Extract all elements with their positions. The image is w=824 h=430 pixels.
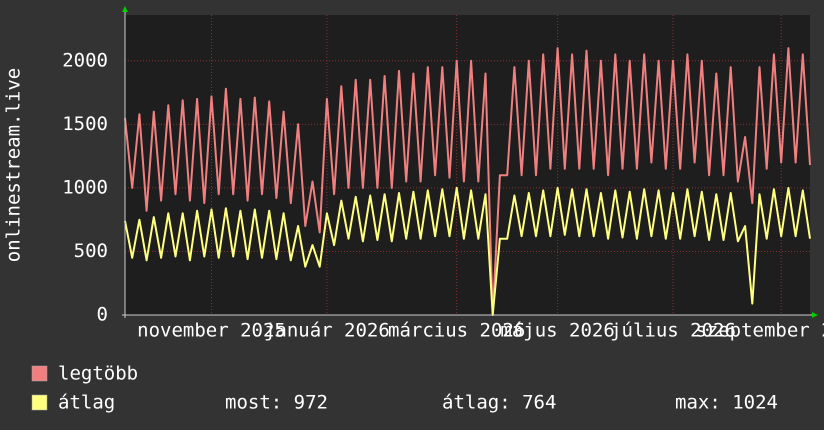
series-line bbox=[124, 47, 811, 316]
legend: legtöbb átlag most: 972 átlag: 764 max: 1024 bbox=[31, 363, 778, 414]
y-tick-label: 2000 bbox=[62, 49, 108, 71]
y-axis-label: onlinestream.live bbox=[3, 68, 25, 262]
legend-label: legtöbb bbox=[58, 363, 138, 385]
legend-stat: most: 972 bbox=[225, 392, 328, 414]
x-tick-label: szeptember 2026 bbox=[695, 320, 824, 342]
legend-swatch bbox=[31, 365, 48, 382]
y-tick-label: 1000 bbox=[62, 176, 108, 198]
y-tick-label: 1500 bbox=[62, 113, 108, 135]
y-tick-label: 500 bbox=[74, 240, 108, 262]
x-tick-label: november 2025 bbox=[137, 320, 286, 342]
y-arrow bbox=[122, 6, 128, 12]
legend-swatch bbox=[31, 394, 48, 411]
legend-stat: max: 1024 bbox=[675, 392, 778, 414]
series-line bbox=[124, 186, 811, 316]
x-tick-label: március 2026 bbox=[388, 320, 525, 342]
x-tick-label: január 2026 bbox=[264, 320, 390, 342]
lines bbox=[124, 47, 811, 316]
legend-stat: átlag: 764 bbox=[442, 392, 556, 414]
y-tick-label: 0 bbox=[97, 304, 108, 326]
x-arrow bbox=[812, 312, 818, 318]
legend-label: átlag bbox=[58, 392, 115, 414]
x-tick-label: május 2026 bbox=[500, 320, 614, 342]
plot-area bbox=[125, 15, 810, 315]
x-tick-label: július 2026 bbox=[610, 320, 736, 342]
